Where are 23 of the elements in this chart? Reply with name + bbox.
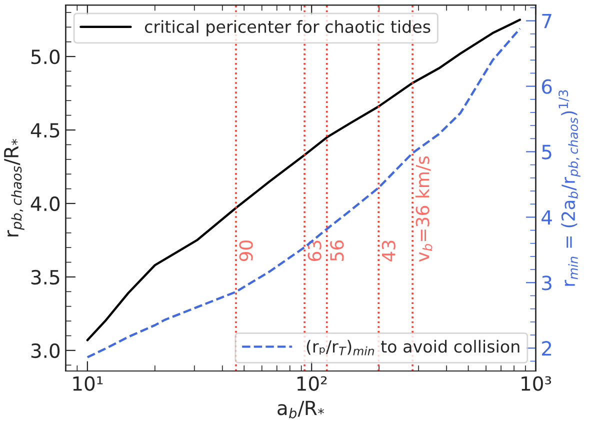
y2-axis-title: r$_{min}$ = (2a$_{b}$/r$_{pb,chaos}$)$^{1/3}$ <box>558 90 580 286</box>
annotation: 43 <box>382 240 396 262</box>
legend-label: (rₚ/r$_{T}$)$_{min}$ to avoid collision <box>306 340 520 356</box>
y-tick-label: 3.0 <box>31 343 60 358</box>
annotation: 56 <box>330 240 344 261</box>
y-tick-label: 3.5 <box>31 270 60 285</box>
x-tick-label: 10¹ <box>73 376 103 391</box>
y2-tick-label: 6 <box>542 79 552 94</box>
y2-tick-label: 5 <box>542 144 552 160</box>
x-tick-label: 10³ <box>522 376 552 391</box>
x-tick-label: 10² <box>297 376 327 391</box>
y2-tick-label: 4 <box>542 210 552 225</box>
y-tick-label: 4.5 <box>30 123 60 138</box>
annotation: 90 <box>239 240 253 262</box>
y2-tick-label: 2 <box>542 341 552 356</box>
x-axis-title: a$_{b}$/R$_{*}$ <box>278 400 324 418</box>
y-tick-label: 4.0 <box>30 196 60 212</box>
y2-tick-label: 7 <box>542 14 552 28</box>
y-axis-title: r$_{pb,chaos}$/R$_{*}$ <box>4 138 24 236</box>
annotation: v$_{b}$=36 km/s <box>415 156 432 262</box>
y-tick-label: 5.0 <box>31 49 60 64</box>
legend-label: critical pericenter for chaotic tides <box>144 20 430 36</box>
y2-tick-label: 3 <box>542 276 552 290</box>
